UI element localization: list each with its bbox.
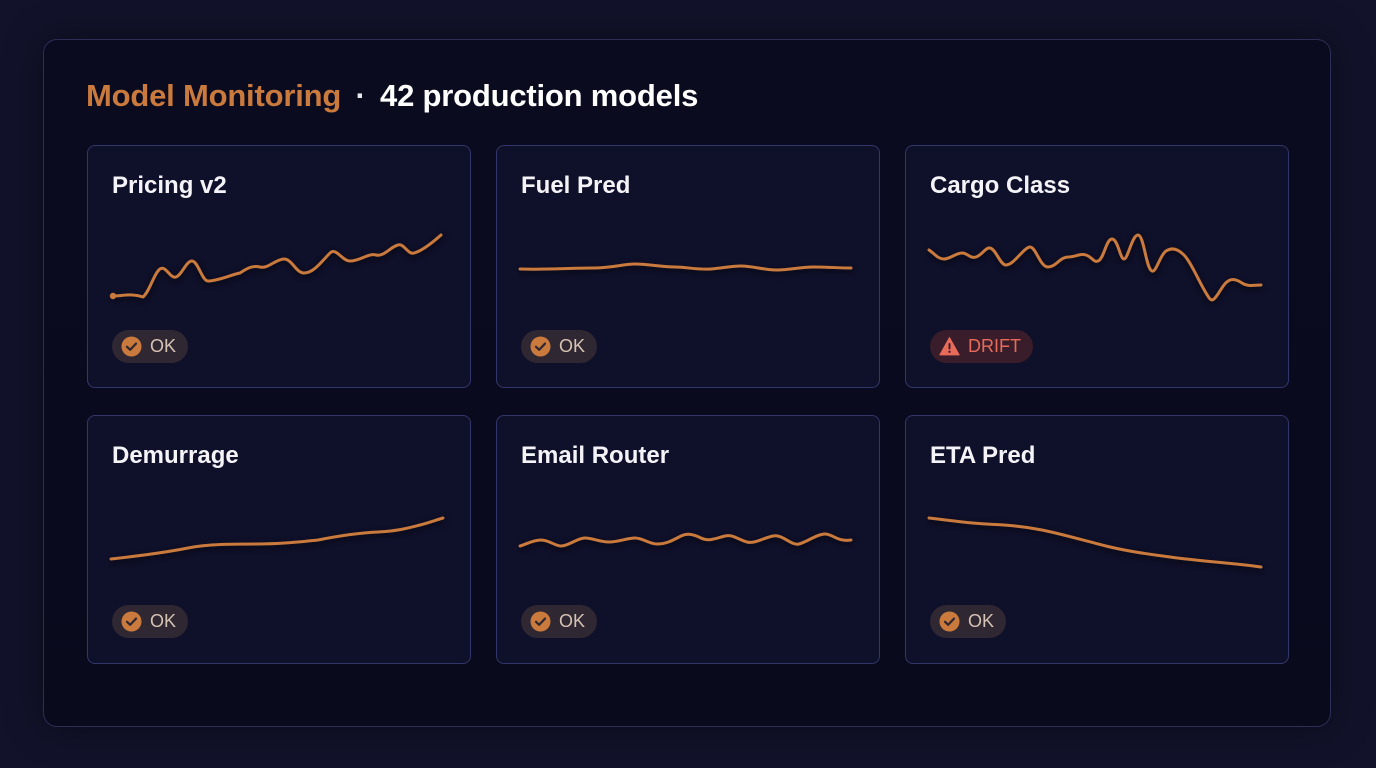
page-title-main: Model Monitoring — [86, 78, 342, 113]
sparkline-path — [927, 233, 1263, 302]
model-card-email-router[interactable]: Email Router OK — [496, 415, 880, 664]
model-card-fuel-pred[interactable]: Fuel Pred OK — [496, 145, 880, 388]
sparkline-path — [927, 516, 1263, 569]
warning-triangle-icon — [939, 337, 960, 356]
sparkline-start-dot — [109, 292, 117, 300]
sparkline — [927, 516, 1263, 569]
check-circle-icon — [939, 611, 960, 632]
sparkline — [518, 532, 853, 548]
sparkline-path — [518, 262, 853, 272]
monitoring-panel: Model Monitoring · 42 production models … — [43, 39, 1331, 727]
sparkline — [109, 233, 443, 300]
model-grid: Pricing v2 OK Fuel Pred OK — [87, 145, 1289, 664]
status-badge: DRIFT — [930, 330, 1033, 363]
model-card-cargo-class[interactable]: Cargo Class DRIFT — [905, 145, 1289, 388]
check-circle-icon — [121, 611, 142, 632]
page-title: Model Monitoring · 42 production models — [86, 78, 698, 114]
status-label: OK — [559, 611, 586, 631]
model-card-eta-pred[interactable]: ETA Pred OK — [905, 415, 1289, 664]
model-name: Fuel Pred — [521, 172, 631, 199]
status-label: OK — [150, 611, 177, 631]
sparkline — [518, 262, 853, 272]
check-circle-icon — [121, 336, 142, 357]
model-card-pricing-v2[interactable]: Pricing v2 OK — [87, 145, 471, 388]
status-label: OK — [150, 336, 177, 356]
status-label: OK — [968, 611, 995, 631]
sparkline — [927, 233, 1263, 302]
page-subtitle: 42 production models — [380, 78, 699, 113]
status-label: DRIFT — [968, 336, 1021, 356]
status-badge: OK — [112, 330, 189, 363]
model-name: Email Router — [521, 442, 670, 469]
model-name: Pricing v2 — [112, 172, 227, 199]
model-name: Cargo Class — [930, 172, 1071, 199]
title-separator: · — [355, 78, 366, 113]
sparkline-path — [111, 233, 443, 299]
sparkline-path — [518, 532, 853, 548]
status-label: OK — [559, 336, 586, 356]
status-badge: OK — [521, 605, 598, 638]
model-name: ETA Pred — [930, 442, 1036, 469]
check-circle-icon — [530, 336, 551, 357]
check-circle-icon — [530, 611, 551, 632]
model-name: Demurrage — [112, 442, 239, 469]
status-badge: OK — [112, 605, 189, 638]
status-badge: OK — [930, 605, 1007, 638]
model-card-demurrage[interactable]: Demurrage OK — [87, 415, 471, 664]
status-badge: OK — [521, 330, 598, 363]
sparkline — [109, 516, 445, 561]
sparkline-path — [109, 516, 445, 561]
